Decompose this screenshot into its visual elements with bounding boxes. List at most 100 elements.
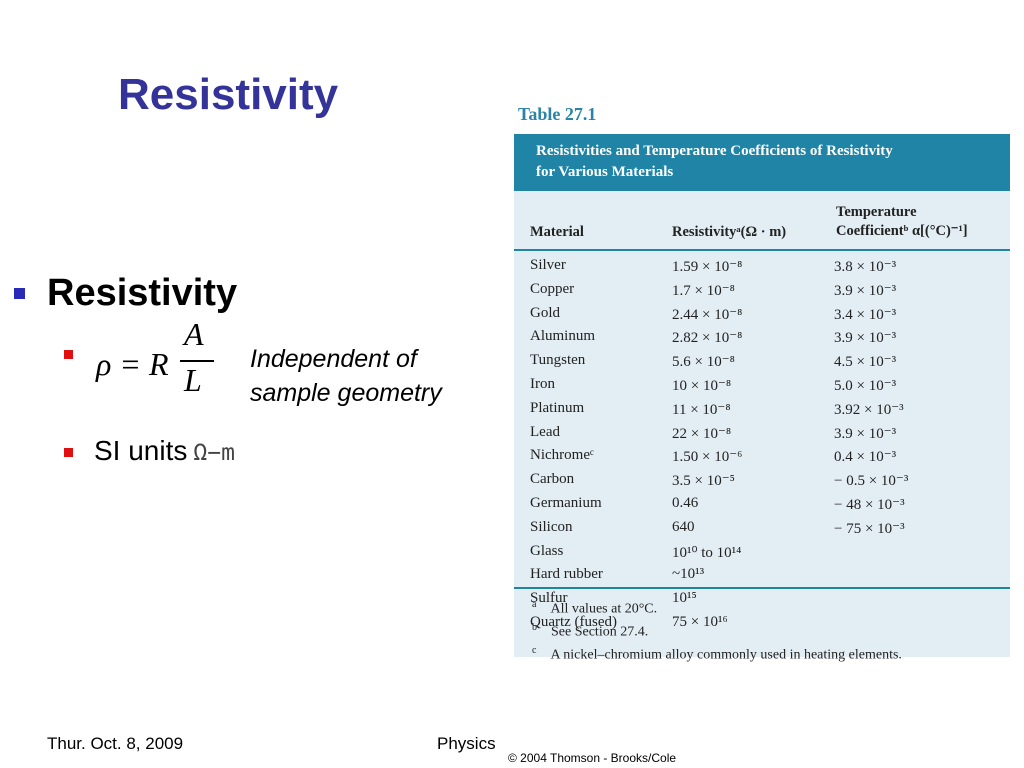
copyright: © 2004 Thomson - Brooks/Cole	[508, 751, 677, 765]
table-row: Lead 22 × 10⁻⁸ 3.9 × 10⁻³	[514, 424, 1010, 448]
footer-course: Physics	[437, 734, 496, 753]
table-row: Germanium 0.46 − 48 × 10⁻³	[514, 495, 1010, 519]
footnote-mark: b	[532, 622, 537, 633]
cell-material: Silver	[530, 257, 566, 273]
table-row: Platinum 11 × 10⁻⁸ 3.92 × 10⁻³	[514, 400, 1010, 424]
si-units: SI units Ω−m	[94, 435, 235, 467]
column-header-temp-coef: Temperature Coefficientᵇ α[(°C)⁻¹]	[836, 203, 968, 241]
table-row: Nichromeᶜ 1.50 × 10⁻⁶ 0.4 × 10⁻³	[514, 447, 1010, 471]
cell-material: Tungsten	[530, 352, 586, 369]
cell-material: Quartz (fused)	[530, 614, 618, 630]
body-rule	[514, 587, 1010, 589]
table-caption: Resistivities and Temperature Coefficien…	[514, 134, 1010, 191]
table-row: Tungsten 5.6 × 10⁻⁸ 4.5 × 10⁻³	[514, 352, 1010, 376]
bullet-label: Resistivity	[47, 272, 238, 314]
formula-lhs: ρ = R	[96, 346, 169, 382]
temp-coef-line-1: Temperature	[836, 204, 917, 220]
formula-denominator: L	[184, 362, 202, 398]
cell-material: Lead	[530, 423, 560, 440]
note-line-2: sample geometry	[250, 379, 442, 407]
cell-material: Glass	[530, 542, 564, 559]
table-footnote: b See Section 27.4.	[532, 622, 648, 641]
cell-resistivity: 5.6 × 10⁻⁸	[672, 354, 735, 371]
cell-resistivity: 22 × 10⁻⁸	[672, 425, 732, 442]
note-line-1: Independent of	[250, 345, 417, 373]
cell-resistivity: 1.59 × 10⁻⁸	[672, 259, 743, 275]
si-unit: Ω−m	[193, 440, 235, 466]
cell-temp-coef: 5.0 × 10⁻³	[834, 378, 897, 394]
table-row: Silicon 640 − 75 × 10⁻³	[514, 519, 1010, 543]
cell-temp-coef: 3.92 × 10⁻³	[834, 401, 904, 418]
table-footnote: a All values at 20°C.	[532, 599, 657, 618]
slide-title: Resistivity	[118, 70, 339, 119]
cell-material: Sulfur	[530, 590, 568, 607]
cell-temp-coef: 3.9 × 10⁻³	[834, 330, 897, 347]
caption-line-1: Resistivities and Temperature Coefficien…	[536, 143, 893, 159]
cell-temp-coef: 3.4 × 10⁻³	[834, 306, 897, 323]
footer-date: Thur. Oct. 8, 2009	[47, 734, 184, 753]
cell-temp-coef: − 75 × 10⁻³	[834, 520, 905, 537]
cell-material: Aluminum	[530, 328, 596, 345]
resistivity-table: Table 27.1 Resistivities and Temperature…	[514, 104, 1010, 663]
cell-material: Carbon	[530, 471, 575, 488]
cell-resistivity: 10¹⁵	[672, 590, 697, 607]
table-row: Hard rubber ~10¹³	[514, 566, 1010, 590]
footnote-mark: a	[532, 599, 537, 610]
cell-resistivity: 10 × 10⁻⁸	[672, 378, 732, 394]
table-footnote: c A nickel–chromium alloy commonly used i…	[532, 645, 902, 664]
cell-material: Nichromeᶜ	[530, 447, 594, 464]
cell-material: Iron	[530, 376, 555, 392]
temp-coef-line-2: Coefficientᵇ α[(°C)⁻¹]	[836, 223, 968, 239]
resistivity-formula: ρ = R A L	[96, 316, 216, 406]
table-row: Copper 1.7 × 10⁻⁸ 3.9 × 10⁻³	[514, 281, 1010, 305]
table-row: Silver 1.59 × 10⁻⁸ 3.8 × 10⁻³	[514, 257, 1010, 281]
table-row: Quartz (fused) 75 × 10¹⁶	[514, 614, 1010, 638]
table-label: Table 27.1	[518, 104, 597, 124]
cell-temp-coef: − 48 × 10⁻³	[834, 497, 905, 513]
cell-temp-coef: 3.9 × 10⁻³	[834, 425, 897, 442]
cell-resistivity: 11 × 10⁻⁸	[672, 401, 731, 418]
table-row: Gold 2.44 × 10⁻⁸ 3.4 × 10⁻³	[514, 305, 1010, 329]
table-body: Material Resistivityᵃ(Ω · m) Temperature…	[514, 191, 1010, 663]
cell-temp-coef: − 0.5 × 10⁻³	[834, 473, 909, 490]
cell-material: Hard rubber	[530, 566, 603, 583]
footnote-text: A nickel–chromium alloy commonly used in…	[550, 647, 902, 663]
cell-material: Copper	[530, 280, 575, 297]
cell-resistivity: 2.82 × 10⁻⁸	[672, 330, 743, 347]
fraction-bar	[180, 360, 214, 362]
cell-resistivity: 10¹⁰ to 10¹⁴	[672, 544, 742, 561]
cell-resistivity: ~10¹³	[672, 566, 705, 583]
sub-bullet-marker	[64, 448, 73, 457]
cell-resistivity: 0.46	[672, 495, 699, 511]
cell-resistivity: 1.7 × 10⁻⁸	[672, 282, 735, 299]
cell-material: Gold	[530, 304, 560, 321]
geometry-note: Independent of sample geometry	[250, 342, 442, 410]
si-label: SI units	[94, 435, 188, 466]
cell-temp-coef: 4.5 × 10⁻³	[834, 354, 897, 371]
cell-resistivity: 3.5 × 10⁻⁵	[672, 473, 735, 490]
cell-temp-coef: 3.8 × 10⁻³	[834, 259, 897, 275]
column-header-material: Material	[530, 224, 584, 240]
table-row: Sulfur 10¹⁵	[514, 590, 1010, 614]
footnote-text: See Section 27.4.	[551, 624, 649, 640]
cell-material: Platinum	[530, 399, 585, 416]
footnote-mark: c	[532, 645, 537, 656]
cell-temp-coef: 3.9 × 10⁻³	[834, 282, 897, 299]
column-header-resistivity: Resistivityᵃ(Ω · m)	[672, 224, 787, 240]
table-row: Glass 10¹⁰ to 10¹⁴	[514, 543, 1010, 567]
cell-material: Silicon	[530, 518, 573, 535]
bullet-marker	[14, 288, 25, 299]
table-row: Aluminum 2.82 × 10⁻⁸ 3.9 × 10⁻³	[514, 328, 1010, 352]
footnote-text: All values at 20°C.	[550, 601, 658, 617]
table-row: Carbon 3.5 × 10⁻⁵ − 0.5 × 10⁻³	[514, 471, 1010, 495]
caption-line-2: for Various Materials	[536, 164, 674, 180]
header-rule	[514, 249, 1010, 251]
cell-material: Germanium	[530, 495, 602, 511]
cell-temp-coef: 0.4 × 10⁻³	[834, 449, 897, 466]
formula-numerator: A	[184, 316, 204, 352]
cell-resistivity: 1.50 × 10⁻⁶	[672, 449, 743, 466]
cell-resistivity: 75 × 10¹⁶	[672, 614, 728, 630]
bullet-resistivity: Resistivity	[14, 272, 237, 315]
table-row: Iron 10 × 10⁻⁸ 5.0 × 10⁻³	[514, 376, 1010, 400]
sub-bullet-marker	[64, 350, 73, 359]
